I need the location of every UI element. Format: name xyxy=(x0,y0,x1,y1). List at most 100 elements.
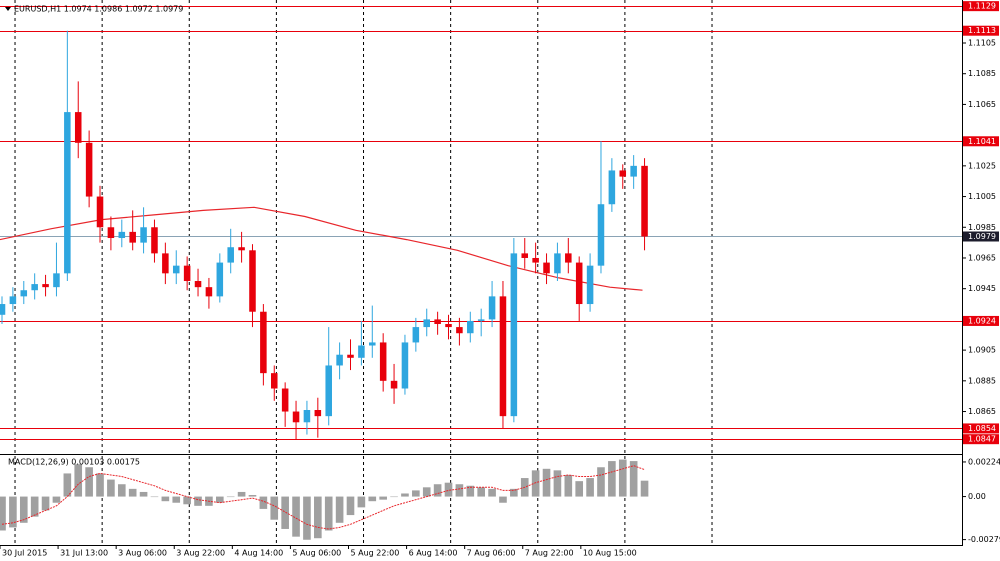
y-tick-label: 1.0865 xyxy=(968,407,996,416)
candle-body xyxy=(325,365,332,417)
macd-bar xyxy=(150,496,159,498)
macd-bar xyxy=(335,496,344,523)
level-label: 1.0924 xyxy=(968,316,996,325)
macd-bar xyxy=(597,467,605,497)
candle-body xyxy=(140,227,147,243)
macd-bar xyxy=(346,496,355,516)
candle-body xyxy=(42,284,49,288)
macd-bar xyxy=(575,481,584,497)
candle-body xyxy=(565,253,572,263)
macd-bar xyxy=(30,496,39,517)
y-tick-label: 1.0985 xyxy=(968,223,996,232)
candle-body xyxy=(96,196,104,228)
macd-bar xyxy=(41,496,50,511)
level-label: 1.1041 xyxy=(968,137,996,146)
menu-arrow[interactable] xyxy=(5,7,11,11)
candle-body xyxy=(151,227,158,254)
y-tick-label: 1.1085 xyxy=(968,69,996,78)
macd-bar xyxy=(259,496,268,509)
moving-average xyxy=(0,206,643,291)
macd-bar xyxy=(270,496,279,520)
candle-body xyxy=(488,296,496,320)
macd-bar xyxy=(466,485,475,497)
macd-bar xyxy=(117,484,126,497)
candle-body xyxy=(107,227,115,239)
candle-body xyxy=(554,253,561,274)
candle-body xyxy=(619,170,627,177)
candle-body xyxy=(162,253,169,274)
macd-bar xyxy=(368,496,377,502)
x-tick-label: 5 Aug 22:00 xyxy=(350,549,399,558)
candle-body xyxy=(270,373,278,389)
candle-body xyxy=(445,324,452,328)
macd-bar xyxy=(52,496,61,503)
candle-body xyxy=(358,345,365,358)
candle-body xyxy=(586,265,594,305)
candle-body xyxy=(347,354,354,358)
bid-label-box xyxy=(963,231,999,242)
macd-bar xyxy=(0,496,6,531)
macd-bar xyxy=(324,496,333,531)
macd-bar xyxy=(183,496,191,505)
candle-body xyxy=(74,112,82,143)
candle-body xyxy=(641,165,648,237)
macd-bar xyxy=(292,496,300,537)
candle-body xyxy=(249,250,256,312)
level-label: 1.0847 xyxy=(968,435,996,444)
macd-bar xyxy=(63,473,72,497)
candle-body xyxy=(510,253,518,417)
macd-bar xyxy=(172,496,181,503)
chart-title: EURUSD,H1 1.0974 1.0986 1.0972 1.0979 xyxy=(14,5,183,14)
x-tick-label: 31 Jul 13:00 xyxy=(60,549,108,558)
candle-body xyxy=(85,142,93,197)
macd-bar xyxy=(608,461,616,497)
candle-body xyxy=(412,327,420,343)
macd-bar xyxy=(477,487,485,497)
candle-body xyxy=(0,304,6,315)
macd-bar xyxy=(553,470,562,497)
x-tick-label: 5 Aug 06:00 xyxy=(292,549,341,558)
macd-bar xyxy=(303,496,311,540)
candle-body xyxy=(281,388,289,412)
macd-bar xyxy=(281,496,289,529)
candle-body xyxy=(216,262,224,297)
macd-bar xyxy=(128,488,137,497)
macd-bar xyxy=(237,491,246,497)
level-label-box xyxy=(963,434,999,445)
candle-body xyxy=(172,265,180,274)
candle-body xyxy=(477,319,485,321)
macd-bar xyxy=(412,490,420,497)
macd-bar xyxy=(194,496,202,506)
macd-bar xyxy=(629,461,638,497)
macd-bar xyxy=(510,488,518,497)
y-tick-label: 1.0945 xyxy=(968,284,996,293)
macd-bar xyxy=(9,496,17,528)
macd-bar xyxy=(542,468,551,497)
x-tick-label: 7 Aug 22:00 xyxy=(525,549,574,558)
candle-body xyxy=(292,411,300,423)
macd-bar xyxy=(85,467,93,497)
candle-body xyxy=(597,204,605,266)
candle-body xyxy=(456,327,463,334)
level-label-box xyxy=(963,423,999,434)
candle-body xyxy=(521,253,529,258)
bid-label: 1.0979 xyxy=(968,232,996,241)
y-tick-label: 1.0885 xyxy=(968,376,996,385)
candle-body xyxy=(575,262,583,305)
level-label: 1.1113 xyxy=(968,26,996,35)
y-tick-label: 0.002244 xyxy=(968,457,1000,466)
candle-body xyxy=(260,311,267,374)
candle-body xyxy=(20,290,28,297)
macd-bar xyxy=(488,488,496,497)
macd-bar xyxy=(107,479,115,497)
macd-title: MACD(12,26,9) 0.00103 0.00175 xyxy=(8,458,140,467)
x-tick-label: 3 Aug 22:00 xyxy=(176,549,225,558)
macd-bar xyxy=(357,496,366,508)
y-tick-label: 1.0965 xyxy=(968,253,996,262)
y-tick-label: 1.1105 xyxy=(968,38,996,47)
level-label-box xyxy=(963,136,999,147)
macd-bar xyxy=(433,484,442,497)
level-label-box xyxy=(963,1,999,12)
macd-bar xyxy=(564,474,573,497)
